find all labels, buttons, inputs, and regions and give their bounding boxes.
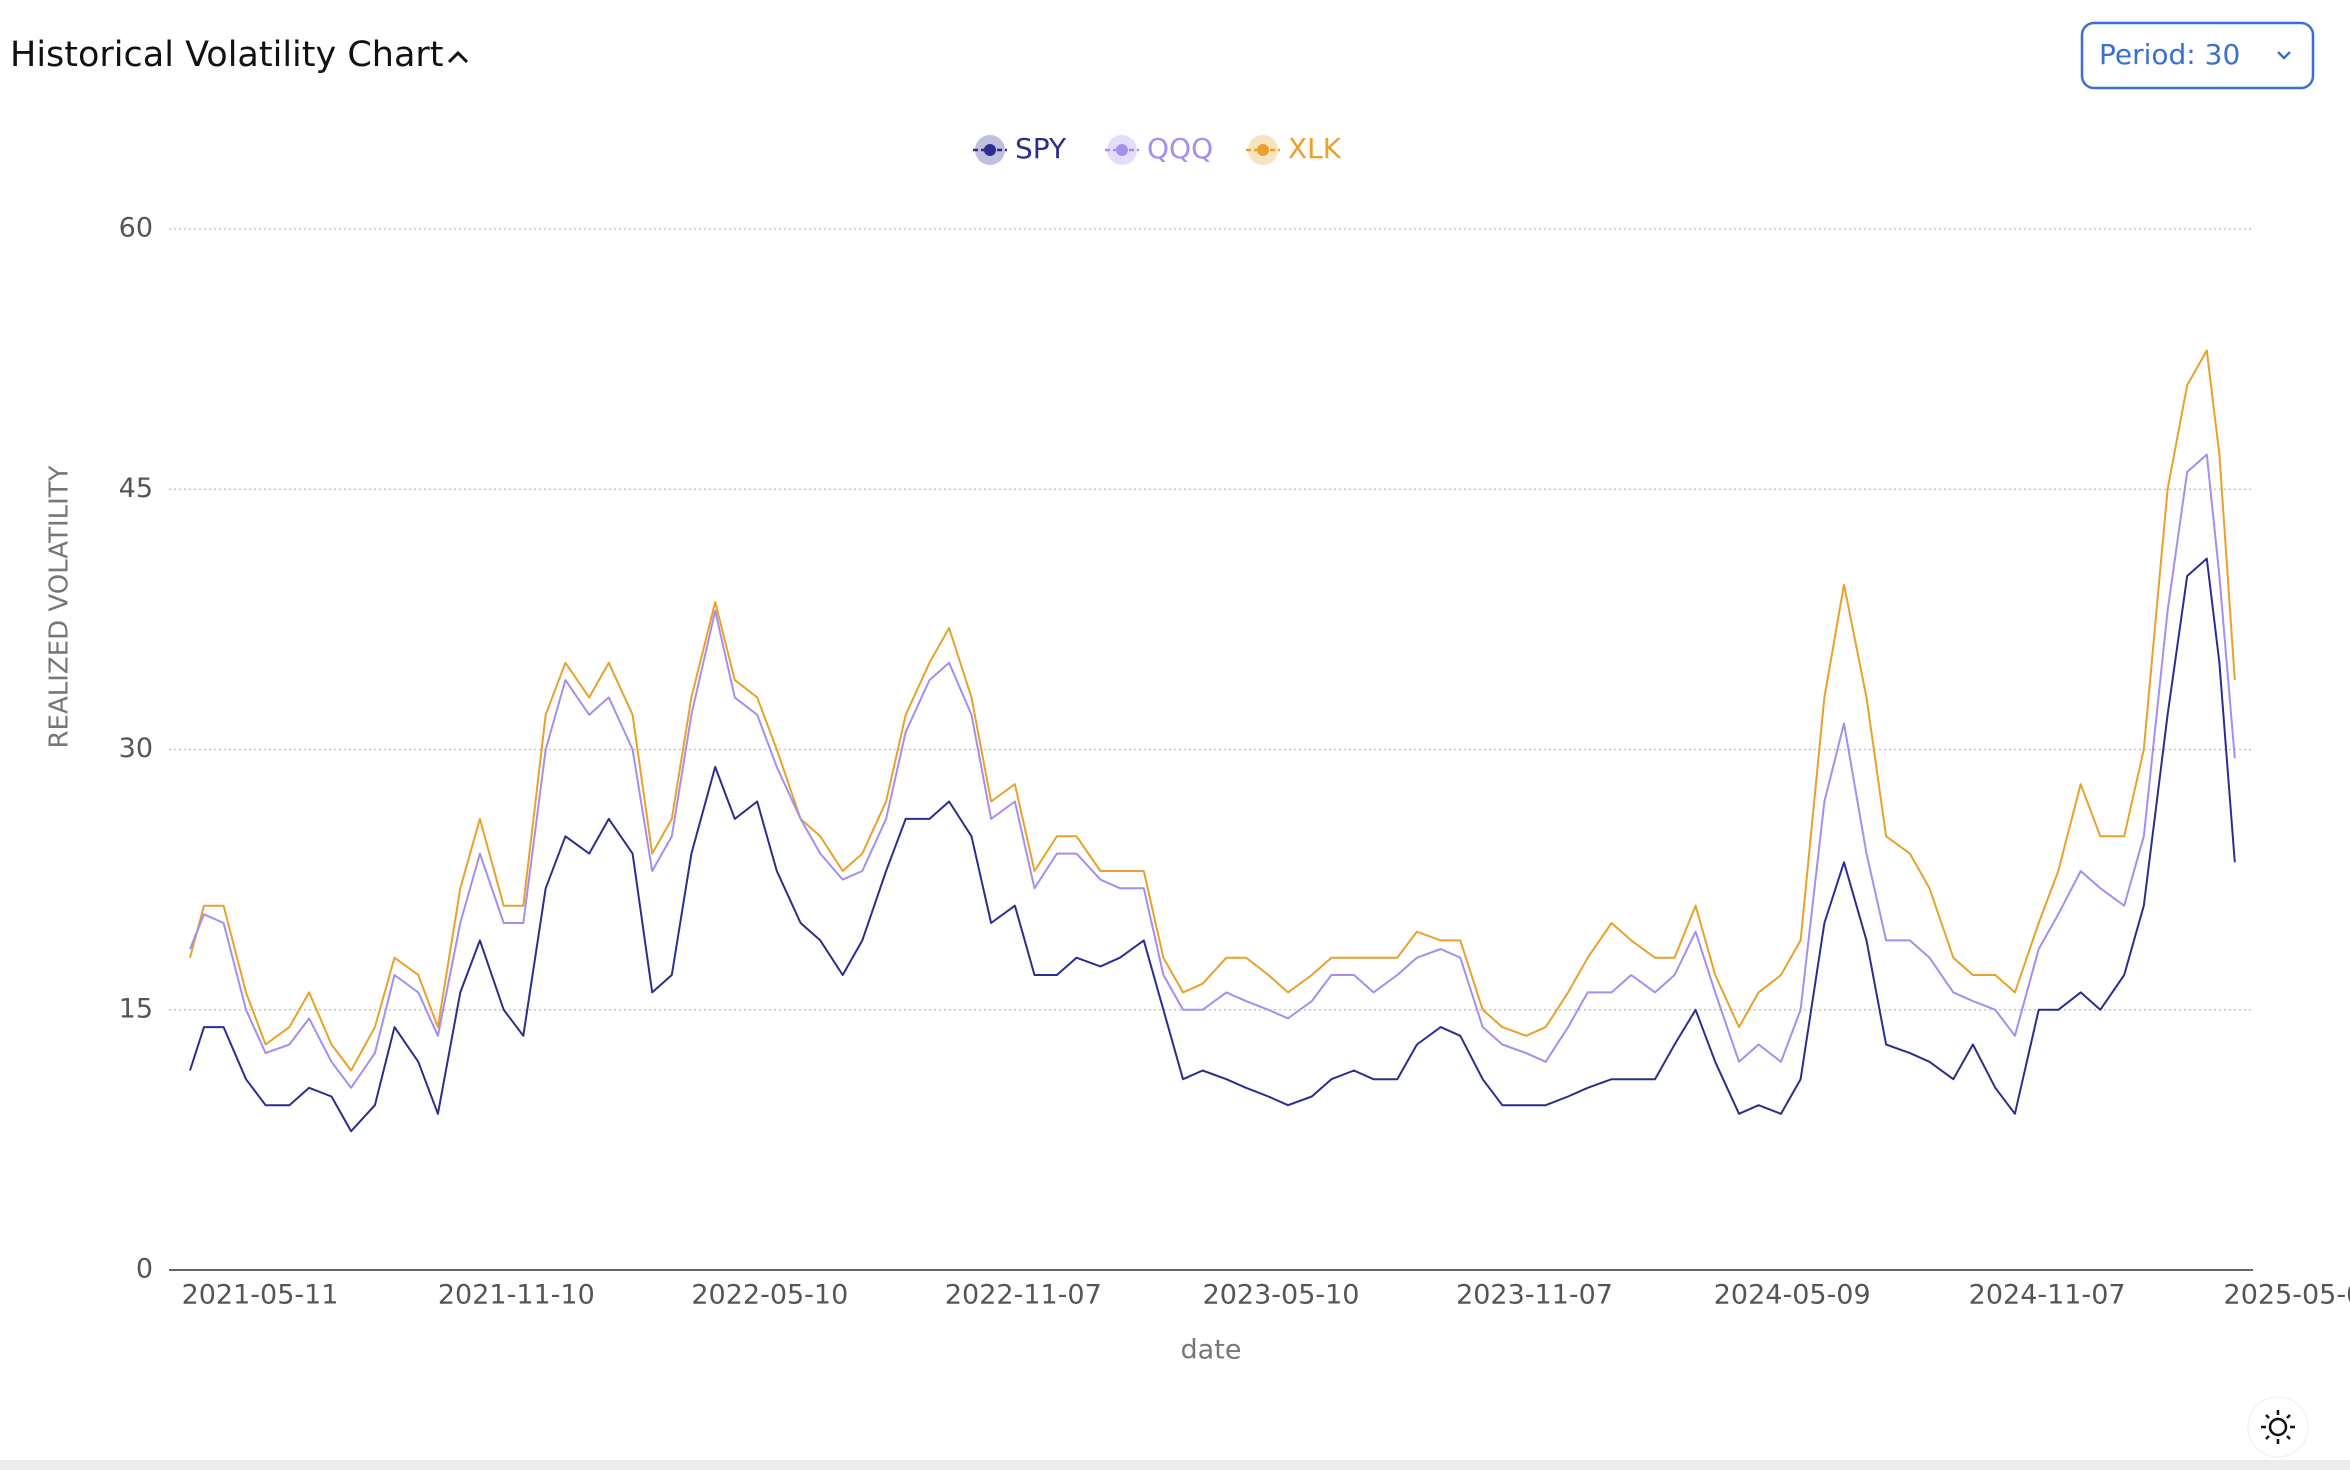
legend-dot	[1116, 144, 1128, 156]
legend-dot	[1257, 144, 1269, 156]
theme-button[interactable]	[2247, 1396, 2309, 1458]
x-tick-label: 2022-05-10	[691, 1280, 848, 1311]
y-tick-label: 60	[119, 213, 153, 244]
period-dropdown[interactable]: Period: 30	[2080, 21, 2315, 90]
dropdown-chevron[interactable]	[2277, 51, 2291, 60]
series-line	[189, 349, 2236, 1072]
series-line	[189, 557, 2236, 1133]
x-tick-label: 2025-05-08	[2224, 1280, 2350, 1311]
series-line	[189, 453, 2236, 1089]
chart-title: Historical Volatility Chart	[10, 35, 444, 75]
legend-label: XLK	[1288, 132, 1342, 165]
x-tick-label: 2024-05-09	[1714, 1280, 1871, 1311]
y-axis-label: REALIZED VOLATILITY	[45, 465, 75, 748]
period-label[interactable]: Period: 30	[2099, 38, 2240, 71]
x-tick-label: 2022-11-07	[945, 1280, 1102, 1311]
y-tick-label: 30	[119, 733, 153, 764]
y-tick-label: 0	[136, 1254, 153, 1285]
x-tick-label: 2021-05-11	[182, 1280, 339, 1311]
legend-item[interactable]: QQQ	[1105, 132, 1213, 165]
y-tick-label: 45	[119, 473, 153, 504]
legend-label: QQQ	[1147, 132, 1213, 165]
legend-dot	[984, 144, 996, 156]
x-tick-label: 2021-11-10	[438, 1280, 595, 1311]
theme-toggle[interactable]	[2247, 1396, 2309, 1458]
sun-icon[interactable]	[2268, 1417, 2288, 1437]
legend-label: SPY	[1015, 132, 1067, 165]
sun-rays[interactable]	[2261, 1410, 2295, 1444]
x-tick-label: 2023-11-07	[1456, 1280, 1613, 1311]
y-tick-label: 15	[119, 993, 153, 1024]
x-axis-label: date	[1181, 1335, 1242, 1366]
legend-item[interactable]: XLK	[1246, 132, 1342, 165]
dropdown-box[interactable]	[2080, 21, 2315, 90]
collapse-chevron[interactable]	[447, 50, 469, 64]
bottom-strip	[0, 1460, 2350, 1470]
x-tick-label: 2024-11-07	[1969, 1280, 2126, 1311]
x-tick-label: 2023-05-10	[1203, 1280, 1360, 1311]
legend-item[interactable]: SPY	[973, 132, 1067, 165]
